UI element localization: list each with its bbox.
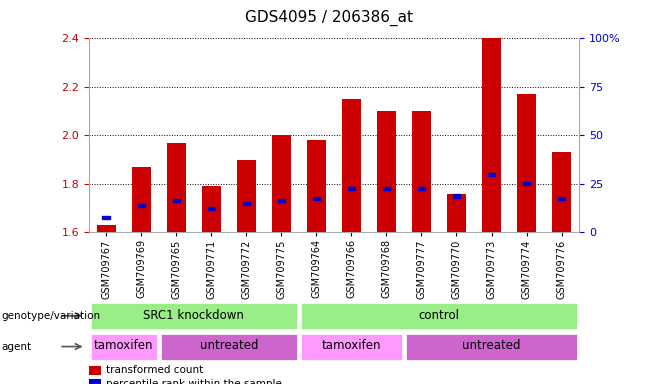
Bar — [138, 204, 145, 207]
Text: control: control — [418, 309, 459, 322]
Bar — [453, 194, 461, 197]
Bar — [161, 334, 297, 359]
Bar — [166, 142, 186, 232]
Text: transformed count: transformed count — [106, 366, 203, 376]
Bar — [347, 187, 355, 190]
Bar — [301, 303, 577, 329]
Text: agent: agent — [1, 341, 32, 352]
Text: GDS4095 / 206386_at: GDS4095 / 206386_at — [245, 10, 413, 26]
Bar — [301, 334, 402, 359]
Bar — [89, 379, 101, 384]
Bar — [552, 152, 571, 232]
Bar — [91, 303, 297, 329]
Bar — [488, 172, 495, 176]
Text: genotype/variation: genotype/variation — [1, 311, 101, 321]
Bar — [482, 38, 501, 232]
Bar — [207, 207, 215, 210]
Bar — [243, 202, 250, 205]
Bar — [307, 140, 326, 232]
Bar — [418, 187, 425, 190]
Bar — [517, 94, 536, 232]
Bar — [313, 197, 320, 200]
Bar — [103, 216, 110, 219]
Text: tamoxifen: tamoxifen — [94, 339, 153, 353]
Bar — [406, 334, 577, 359]
Bar — [342, 99, 361, 232]
Bar — [377, 111, 396, 232]
Bar — [132, 167, 151, 232]
Bar — [272, 136, 291, 232]
Bar — [558, 197, 565, 200]
Text: untreated: untreated — [463, 339, 520, 353]
Bar — [237, 160, 256, 232]
Bar — [91, 334, 157, 359]
Bar — [172, 199, 180, 202]
Text: SRC1 knockdown: SRC1 knockdown — [143, 309, 244, 322]
Text: tamoxifen: tamoxifen — [322, 339, 381, 353]
Bar — [278, 199, 286, 202]
Bar — [382, 187, 390, 190]
Text: percentile rank within the sample: percentile rank within the sample — [106, 379, 282, 384]
Bar — [202, 186, 221, 232]
Bar — [447, 194, 466, 232]
Bar — [522, 182, 530, 185]
Bar — [412, 111, 431, 232]
Bar — [97, 225, 116, 232]
Text: untreated: untreated — [199, 339, 258, 353]
Bar — [89, 366, 101, 375]
